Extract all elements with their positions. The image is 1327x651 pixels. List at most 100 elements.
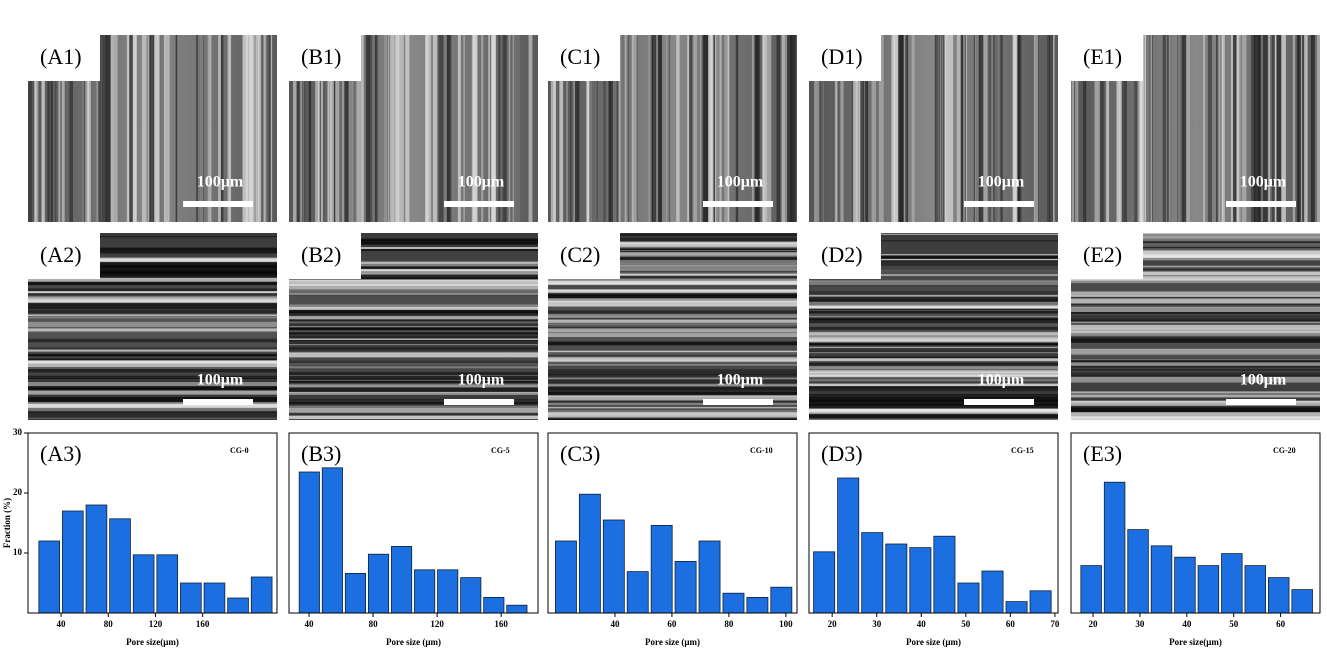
label-box: [289, 233, 361, 279]
texture: [289, 408, 538, 413]
texture: [289, 242, 538, 245]
texture: [809, 335, 1058, 338]
texture: [28, 407, 277, 411]
texture: [101, 35, 107, 222]
texture: [983, 35, 988, 222]
texture: [28, 292, 277, 296]
texture: [320, 35, 324, 222]
texture: [28, 35, 32, 222]
texture: [893, 35, 898, 222]
bar: [1244, 565, 1267, 614]
texture: [548, 357, 797, 362]
x-tick-label: 60: [1276, 619, 1286, 629]
texture: [329, 35, 332, 222]
texture: [1216, 35, 1219, 222]
texture: [620, 35, 622, 222]
texture: [548, 419, 797, 420]
texture: [292, 35, 298, 222]
annotation: CG-5: [491, 446, 510, 455]
texture: [814, 35, 819, 222]
texture: [1303, 35, 1308, 222]
texture: [512, 35, 515, 222]
texture: [1071, 241, 1320, 244]
texture: [1236, 35, 1241, 222]
texture: [28, 277, 277, 282]
texture: [809, 255, 1058, 259]
texture: [548, 402, 797, 406]
scale-bar: [703, 399, 773, 405]
texture: [809, 394, 1058, 396]
texture: [548, 377, 797, 380]
texture: [548, 248, 797, 251]
texture: [28, 386, 277, 390]
bar: [674, 561, 697, 614]
texture: [1253, 35, 1259, 222]
texture: [28, 321, 277, 328]
texture: [1071, 376, 1320, 383]
texture: [300, 35, 305, 222]
texture: [28, 403, 277, 408]
texture: [776, 35, 781, 222]
texture: [809, 418, 1058, 420]
texture: [289, 274, 538, 280]
micrograph: (C2) 100μm: [548, 233, 797, 420]
texture: [862, 35, 864, 222]
texture: [727, 35, 730, 222]
bar: [1127, 529, 1149, 614]
texture: [991, 35, 994, 222]
texture: [787, 35, 792, 222]
texture: [809, 360, 1058, 366]
panel-label: (B1): [301, 44, 341, 69]
scale-label: 100μm: [1240, 174, 1287, 191]
texture: [1146, 35, 1149, 222]
texture: [50, 35, 53, 222]
bar: [698, 540, 721, 614]
panel-label: (D3): [821, 441, 863, 466]
texture: [548, 267, 797, 269]
x-tick-label: 40: [610, 619, 620, 629]
texture: [548, 383, 797, 387]
texture: [28, 360, 277, 364]
texture: [98, 35, 102, 222]
texture: [1182, 35, 1186, 222]
scale-bar: [703, 201, 773, 207]
bar: [483, 597, 505, 614]
texture: [491, 35, 494, 222]
texture: [609, 35, 613, 222]
texture: [1139, 35, 1145, 222]
texture: [289, 360, 538, 366]
texture: [1071, 298, 1320, 304]
texture: [704, 35, 706, 222]
texture: [711, 35, 713, 222]
texture: [356, 35, 361, 222]
bar: [109, 518, 131, 614]
texture: [502, 35, 507, 222]
bar: [203, 582, 226, 614]
texture: [573, 35, 576, 222]
texture: [548, 341, 797, 346]
texture: [548, 273, 797, 276]
scale-label: 100μm: [458, 174, 505, 191]
texture: [133, 35, 137, 222]
bar: [837, 477, 860, 614]
texture: [105, 35, 111, 222]
texture: [809, 338, 1058, 343]
texture: [1177, 35, 1179, 222]
panel-label: (C1): [560, 44, 600, 69]
texture: [1071, 313, 1320, 315]
texture: [1071, 330, 1320, 336]
texture: [528, 35, 533, 222]
label-box: [548, 35, 620, 81]
texture: [28, 367, 277, 370]
texture: [289, 348, 538, 354]
texture: [548, 350, 797, 353]
texture: [41, 35, 45, 222]
texture: [1071, 400, 1320, 406]
texture: [289, 264, 538, 266]
texture: [28, 309, 277, 315]
texture: [809, 281, 1058, 287]
y-tick-label: 10: [13, 547, 23, 557]
texture: [289, 261, 538, 268]
texture: [963, 35, 965, 222]
texture: [1071, 278, 1320, 284]
